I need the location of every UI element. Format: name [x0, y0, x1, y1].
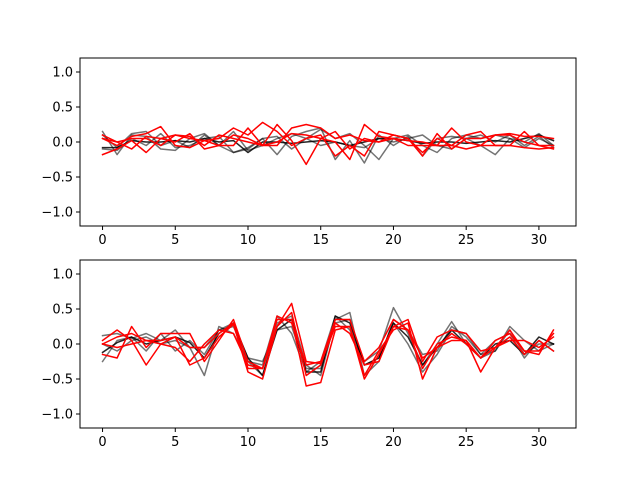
bottom-series-line-6 [101, 311, 555, 380]
bottom-x-tick-label: 30 [531, 435, 548, 450]
top-x-tick-label: 10 [240, 233, 257, 248]
bottom-x-tick-label: 25 [458, 435, 475, 450]
top-ticks-group: 0 5 10 15 20 25 30 −1.0 −0.5 0.0 0.5 1.0 [41, 66, 547, 249]
bottom-y-tick-label: 1.0 [52, 268, 73, 283]
top-x-tick-label: 5 [171, 233, 179, 248]
top-y-tick-label: −0.5 [41, 171, 73, 186]
top-x-tick-label: 0 [98, 233, 106, 248]
top-y-tick-label: −1.0 [41, 206, 73, 221]
bottom-y-tick-label: 0.5 [52, 303, 73, 318]
top-series-line-3 [101, 132, 555, 154]
bottom-y-tick-label: 0.0 [52, 338, 73, 353]
top-series-line-6 [101, 121, 555, 157]
top-y-tick-label: 0.5 [52, 101, 73, 116]
top-series-line-8 [101, 123, 555, 150]
top-y-tick-label: 0.0 [52, 136, 73, 151]
top-x-tick-label: 20 [385, 233, 402, 248]
top-series-line-7 [101, 123, 555, 161]
bottom-subplot: 0 5 10 15 20 25 30 −1.0 −0.5 0.0 0.5 1.0 [41, 259, 577, 451]
bottom-y-tick-label: −0.5 [41, 373, 73, 388]
bottom-ticks-group: 0 5 10 15 20 25 30 −1.0 −0.5 0.0 0.5 1.0 [41, 268, 547, 451]
bottom-x-tick-label: 10 [240, 435, 257, 450]
bottom-series-group [101, 302, 555, 387]
top-subplot: 0 5 10 15 20 25 30 −1.0 −0.5 0.0 0.5 1.0 [41, 57, 577, 249]
top-x-tick-label: 15 [312, 233, 329, 248]
bottom-series-line-8 [101, 318, 555, 387]
bottom-x-tick-label: 20 [385, 435, 402, 450]
bottom-x-tick-label: 5 [171, 435, 179, 450]
top-x-tick-label: 25 [458, 233, 475, 248]
top-series-group [101, 121, 555, 166]
bottom-x-tick-label: 0 [98, 435, 106, 450]
bottom-x-tick-label: 15 [312, 435, 329, 450]
bottom-y-tick-label: −1.0 [41, 408, 73, 423]
top-x-tick-label: 30 [531, 233, 548, 248]
top-y-tick-label: 1.0 [52, 66, 73, 81]
